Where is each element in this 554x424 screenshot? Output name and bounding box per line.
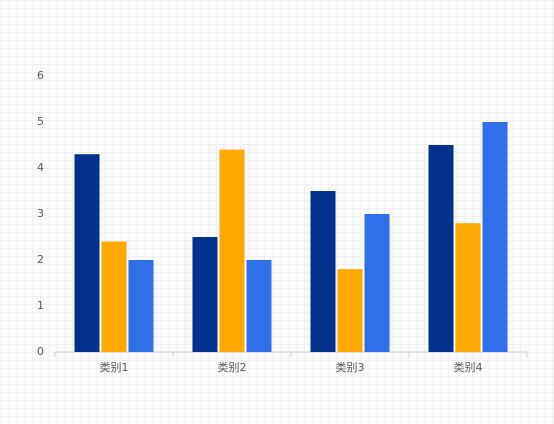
x-tick-label: 类别2 — [218, 360, 247, 374]
y-tick-label: 1 — [37, 299, 44, 312]
y-tick-label: 0 — [37, 345, 44, 358]
y-tick-label: 2 — [37, 253, 44, 266]
bar — [128, 260, 154, 352]
y-tick-label: 5 — [37, 115, 44, 128]
x-tick-label: 类别4 — [454, 360, 483, 374]
bar — [482, 122, 508, 352]
x-tick-label: 类别3 — [336, 360, 365, 374]
y-tick-label: 4 — [37, 161, 44, 174]
bar — [310, 191, 336, 352]
bar — [101, 241, 127, 352]
x-tick-label: 类别1 — [100, 360, 129, 374]
y-tick-label: 6 — [37, 69, 44, 82]
y-tick-label: 3 — [37, 207, 44, 220]
bar — [428, 145, 454, 352]
bar — [455, 223, 481, 352]
bar — [192, 237, 218, 352]
bar — [246, 260, 272, 352]
bar — [337, 269, 363, 352]
bar — [74, 154, 100, 352]
bar — [219, 149, 245, 352]
bar — [364, 214, 390, 352]
